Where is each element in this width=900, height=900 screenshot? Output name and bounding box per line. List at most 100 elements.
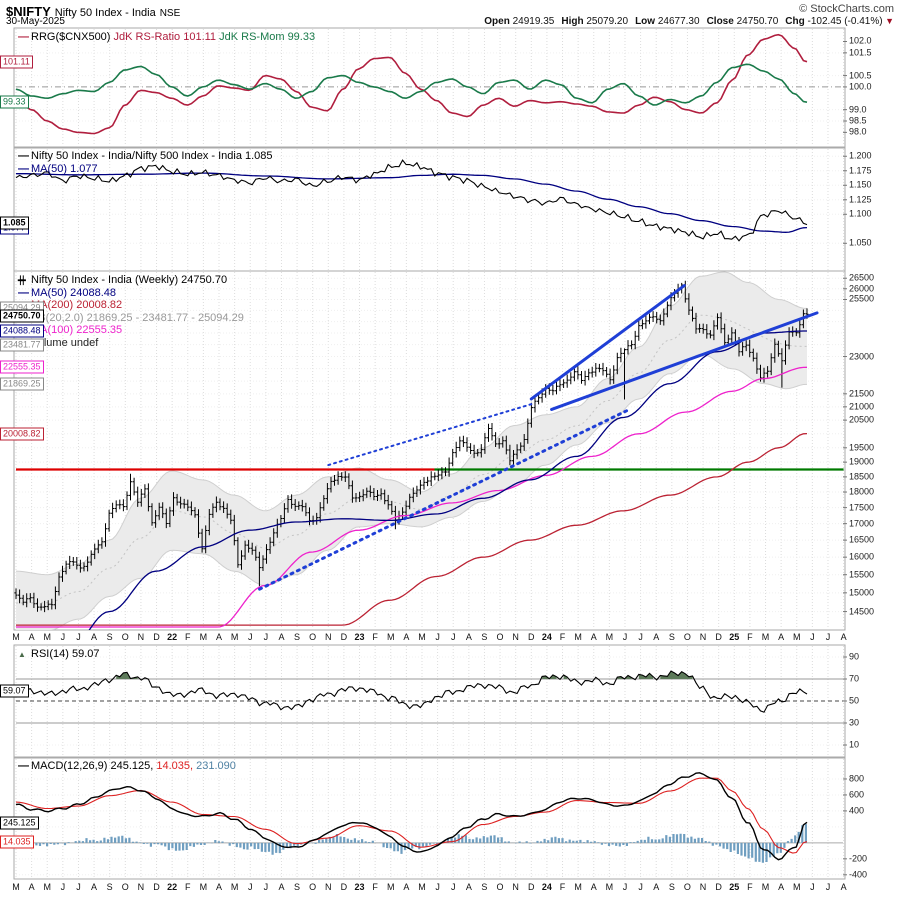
x-axis-label: 24 [541,632,552,642]
rs-ratio-line [15,33,808,135]
axis-tick-label: 17000 [849,518,875,529]
chart-date: 30-May-2025 [6,16,65,27]
legend-text: MACD(12,26,9) 245.125, [31,760,157,772]
legend-row: ┿┿ Nifty 50 Index - India (Weekly) 24750.… [18,274,244,287]
x-axis-label: M [605,632,614,642]
x-axis-label: N [137,632,145,642]
candles [14,280,809,613]
x-axis-label: N [137,882,145,892]
candlestick-icon: ┿┿ [18,276,26,285]
axis-tick-label: 30 [849,717,860,728]
axis-tick-label: 1.150 [849,179,872,190]
ratio-line [15,159,808,242]
x-axis-label: M [43,632,51,642]
axis-tick-label: 1.125 [849,194,872,205]
x-axis-label: M [605,882,614,892]
x-axis-label: A [590,882,597,892]
x-axis-label: D [153,632,160,642]
rs-mom-line [15,63,808,106]
x-axis-label: F [372,632,378,642]
legend-rrg: — RRG($CNX500) JdK RS-Ratio 101.11 JdK RS… [18,31,315,44]
x-axis-label: J [76,882,81,892]
legend-text: Volume undef [31,336,99,349]
x-axis-label: M [418,632,426,642]
symbol-name: Nifty 50 Index - India [54,7,156,19]
x-axis-label: N [512,632,519,642]
ohlc-value: 25079.20 [583,16,629,27]
x-axis-label: J [622,632,628,642]
axis-tick-label: 101.5 [849,47,872,58]
x-axis-label: A [28,882,35,892]
x-axis-label: O [121,632,129,642]
axis-callout: 21869.25 [0,377,44,391]
x-axis-label: M [387,632,395,642]
axis-tick-label: 102.0 [849,35,872,46]
axis-tick-label: 1.200 [849,150,872,161]
axis-tick-label: 70 [849,673,860,684]
x-axis-label: F [372,882,378,892]
x-axis-label: A [465,632,472,642]
x-axis-label: A [91,632,98,642]
ohlc-label: Open [484,16,510,27]
ohlc-value: 24677.30 [655,16,700,27]
x-axis-label: D [528,632,535,642]
legend-row: ▲BB(20,2.0) 21869.25 - 23481.77 - 25094.… [18,312,244,325]
x-axis-label: N [325,632,332,642]
x-axis-label: A [403,632,410,642]
x-axis-label: J [435,632,440,642]
x-axis-label: O [496,882,504,892]
legend-text: MA(50) 1.077 [31,162,98,175]
copyright: © StockCharts.com [799,3,894,15]
x-axis-label: M [230,882,239,892]
x-axis-label: M [230,632,239,642]
ohlc-label: Close [706,16,734,27]
ohlc-label: Chg [785,16,805,27]
axis-tick-label: 98.0 [849,126,867,137]
x-axis-label: J [638,882,643,892]
legend-row: — MA(50) 1.077 [18,163,273,176]
ohlc-value: -102.45 (-0.41%) [804,16,883,27]
x-axis-label: F [185,632,191,642]
x-axis-label: M [12,882,20,892]
legend-row: ▮▮Volume undef [18,337,244,350]
symbol: $NIFTY [6,4,51,19]
x-axis-label: D [715,632,722,642]
legend-text: MA(200) 20008.82 [31,299,123,311]
bb-band [16,272,807,630]
legend-text: 14.035, [156,760,197,772]
legend-ratio: — Nifty 50 Index - India/Nifty 500 Index … [18,150,273,175]
x-axis-label: S [481,632,488,642]
axis-tick-label: 90 [849,651,860,662]
x-axis-label: O [121,882,129,892]
legend-text: 231.090 [196,760,236,772]
x-axis-label: M [199,882,208,892]
x-axis-label: A [215,632,222,642]
x-axis-label: N [325,882,332,892]
legend-row: — MACD(12,26,9) 245.125, 14.035, 231.090 [18,760,236,773]
line-swatch-icon: — [18,760,29,772]
axis-callout: 23481.77 [0,338,44,352]
x-axis-label: M [387,882,395,892]
legend-text: MA(50) 24088.48 [31,286,116,299]
x-axis-label: D [340,882,348,892]
axis-tick-label: 26000 [849,283,875,294]
legend-row: —MA(100) 22555.35 [18,324,244,337]
axis-tick-label: 18500 [849,471,875,482]
x-axis-label: A [278,882,285,892]
axis-callout: 101.11 [0,55,33,69]
legend-row: ▲ RSI(14) 59.07 [18,648,99,661]
legend-text: Nifty 50 Index - India (Weekly) 24750.70 [31,274,228,286]
ohlc-label: High [561,16,584,27]
axis-tick-label: 26500 [849,272,875,283]
x-axis-label: A [653,882,660,892]
axis-tick-label: 14500 [849,606,875,617]
x-axis-label: S [294,882,301,892]
axis-tick-label: 23000 [849,351,875,362]
x-axis-label: 23 [354,632,365,642]
axis-tick-label: 20500 [849,414,875,425]
legend-price: ┿┿ Nifty 50 Index - India (Weekly) 24750.… [18,274,244,349]
x-axis-label: D [528,882,535,892]
x-axis-label: O [683,882,691,892]
x-axis-label: F [559,632,566,642]
x-axis-label: F [747,882,753,892]
